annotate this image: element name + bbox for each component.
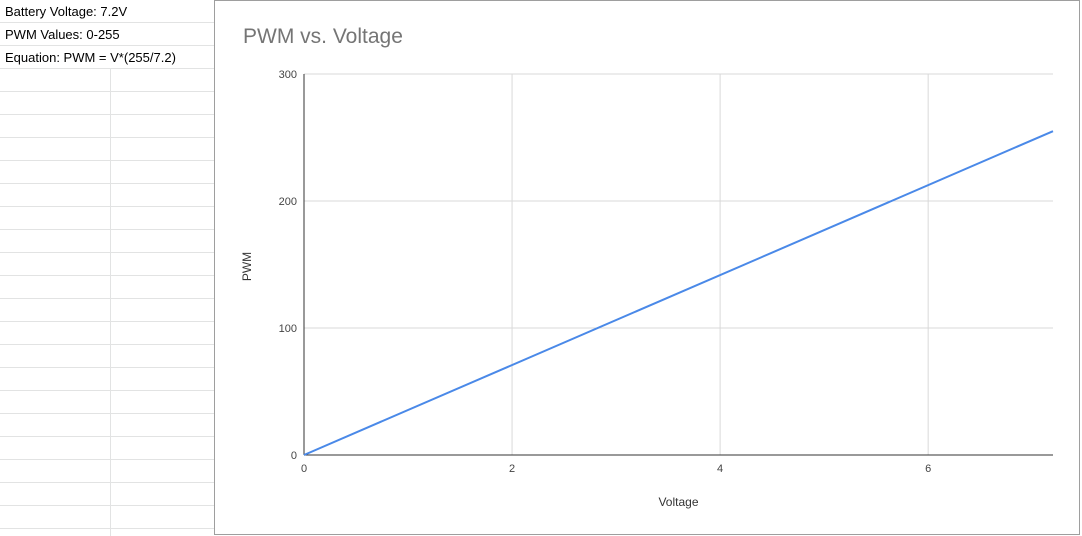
series-line xyxy=(303,130,1054,456)
sheet-row[interactable] xyxy=(0,437,214,460)
sheet-row[interactable] xyxy=(0,506,214,529)
sheet-row[interactable] xyxy=(0,46,214,69)
sheet-row[interactable] xyxy=(0,138,214,161)
sheet-row[interactable] xyxy=(0,69,214,92)
sheet-row[interactable] xyxy=(0,115,214,138)
sheet-row[interactable] xyxy=(0,92,214,115)
column-divider xyxy=(110,69,111,536)
x-tick-label: 2 xyxy=(509,463,515,475)
cell-battery-voltage[interactable]: Battery Voltage: 7.2V xyxy=(5,4,128,19)
y-tick-label: 100 xyxy=(279,323,297,335)
sheet-row[interactable] xyxy=(0,253,214,276)
sheet-row[interactable] xyxy=(0,0,214,23)
sheet-row[interactable] xyxy=(0,483,214,506)
sheet-row[interactable] xyxy=(0,368,214,391)
cell-pwm-values[interactable]: PWM Values: 0-255 xyxy=(5,27,120,42)
x-tick-label: 6 xyxy=(925,463,931,475)
sheet-row[interactable] xyxy=(0,207,214,230)
sheet-row[interactable] xyxy=(0,414,214,437)
x-tick-label: 4 xyxy=(717,463,723,475)
y-tick-label: 200 xyxy=(279,196,297,208)
y-axis-title: PWM xyxy=(240,252,254,281)
cell-equation[interactable]: Equation: PWM = V*(255/7.2) xyxy=(5,50,176,65)
chart-plot: 0 100 200 300 0 2 4 6 Voltage PWM xyxy=(240,69,1054,509)
chart-title: PWM vs. Voltage xyxy=(243,25,403,48)
sheet-row[interactable] xyxy=(0,23,214,46)
sheet-row[interactable] xyxy=(0,460,214,483)
sheet-row[interactable] xyxy=(0,276,214,299)
sheet-row[interactable] xyxy=(0,161,214,184)
sheet-row[interactable] xyxy=(0,322,214,345)
sheet-row[interactable] xyxy=(0,230,214,253)
sheet-row[interactable] xyxy=(0,391,214,414)
sheet-row[interactable] xyxy=(0,184,214,207)
x-tick-label: 0 xyxy=(301,463,307,475)
sheet-row[interactable] xyxy=(0,345,214,368)
y-tick-label: 300 xyxy=(279,69,297,81)
chart-container[interactable]: PWM vs. Voltage 0 100 200 300 0 2 4 6 Voltage PWM xyxy=(214,0,1080,535)
x-axis-title: Voltage xyxy=(658,495,698,509)
y-tick-label: 0 xyxy=(291,450,297,462)
sheet-row[interactable] xyxy=(0,299,214,322)
